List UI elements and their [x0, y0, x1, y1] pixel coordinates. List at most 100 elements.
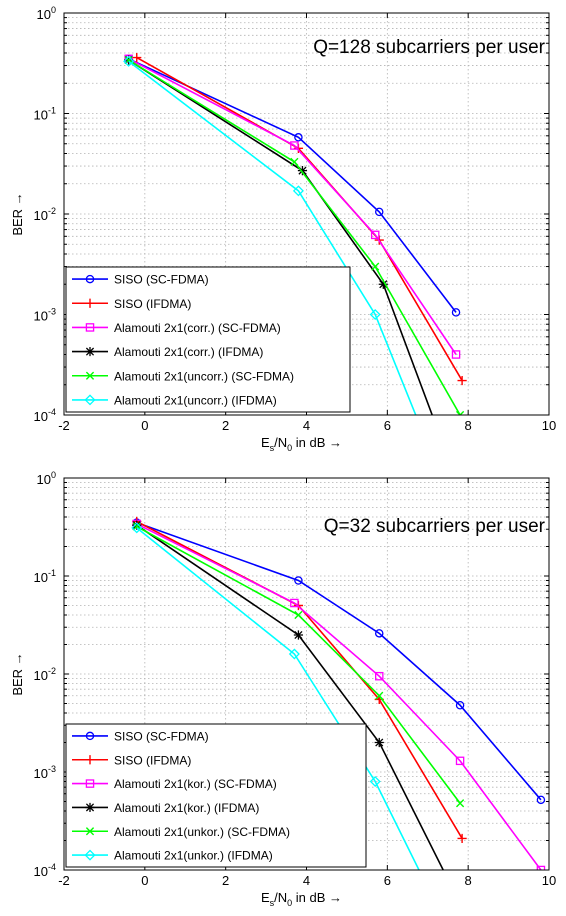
y-tick-label: 10-3 [34, 307, 56, 324]
y-tick-base: 10 [37, 7, 51, 22]
data-point [292, 185, 304, 197]
legend-marker [85, 371, 95, 380]
series-line-6 [136, 527, 420, 870]
y-axis-label: BER → [10, 652, 25, 695]
series-line-6 [128, 60, 417, 415]
axes-box [63, 477, 550, 871]
x-tick-label: -2 [58, 873, 70, 888]
y-tick-label: 100 [37, 470, 56, 487]
data-point [131, 522, 143, 534]
data-point [369, 308, 381, 321]
data-point [293, 630, 304, 640]
legend-label: Alamouti 2x1(unkor.) (IFDMA) [114, 849, 273, 863]
data-point [378, 279, 388, 289]
y-tick-exponent: -2 [48, 666, 56, 676]
x-axis-label-part: in dB → [292, 890, 342, 905]
y-tick-base: 10 [34, 570, 48, 585]
data-point [371, 262, 380, 271]
legend-label: Alamouti 2x1(uncorr.) (IFDMA) [114, 393, 277, 407]
x-axis-label-part: s [270, 898, 275, 908]
y-axis-label: BER → [10, 192, 25, 235]
legend-box [65, 723, 367, 868]
legend-label: Alamouti 2x1(corr.) (IFDMA) [114, 345, 263, 359]
y-tick-label: 10-1 [34, 106, 56, 123]
series-line-2 [136, 520, 463, 839]
x-tick-label: 0 [141, 418, 148, 433]
data-point [536, 795, 546, 805]
y-tick-exponent: 0 [51, 470, 56, 480]
y-tick-label: 10-2 [34, 666, 56, 683]
x-axis-label-part: /N [274, 435, 287, 450]
x-axis-label-part: 0 [287, 443, 292, 453]
data-point [132, 52, 142, 63]
x-axis-label-part: in dB → [292, 435, 342, 450]
series-line-4 [128, 59, 434, 415]
legend-marker [85, 779, 95, 788]
data-point [374, 629, 384, 638]
legend-box [65, 266, 351, 413]
data-point [375, 691, 384, 700]
x-axis-label-part: /N [274, 890, 287, 905]
legend-label: SISO (SC-FDMA) [114, 729, 209, 743]
y-tick-exponent: -1 [48, 106, 56, 116]
legend-label: SISO (IFDMA) [114, 753, 191, 767]
legend-marker [85, 323, 95, 332]
series-line-1 [136, 521, 542, 801]
legend-label: SISO (IFDMA) [114, 297, 191, 311]
legend-marker [85, 755, 95, 765]
data-point [457, 375, 467, 386]
y-tick-label: 100 [37, 5, 56, 22]
series-line-3 [136, 523, 542, 870]
y-tick-base: 10 [34, 766, 48, 781]
annotation-text: Q=128 subcarriers per user [313, 37, 545, 58]
series-line-4 [136, 524, 445, 870]
x-axis-label-part: 0 [287, 898, 292, 908]
y-tick-exponent: -1 [48, 568, 56, 578]
y-tick-label: 10-3 [34, 764, 56, 781]
legend-label: Alamouti 2x1(unkor.) (SC-FDMA) [114, 825, 290, 839]
y-tick-label: 10-2 [34, 206, 56, 223]
x-tick-label: 8 [465, 418, 472, 433]
legend-marker [85, 298, 95, 308]
x-tick-label: 2 [222, 873, 229, 888]
data-point [374, 671, 384, 681]
y-tick-base: 10 [34, 108, 48, 123]
series-line-5 [136, 525, 461, 804]
data-point [374, 207, 384, 217]
data-point [457, 833, 467, 844]
x-tick-label: 4 [303, 418, 310, 433]
data-point [374, 737, 384, 748]
x-tick-label: 2 [222, 418, 229, 433]
y-tick-exponent: -3 [48, 307, 56, 317]
x-tick-label: 8 [465, 873, 472, 888]
data-point [370, 230, 380, 240]
x-axis-label-part: E [261, 435, 270, 450]
x-tick-label: 4 [303, 873, 310, 888]
data-point [290, 141, 299, 150]
y-tick-label: 10-1 [34, 568, 56, 585]
x-tick-label: 0 [141, 873, 148, 888]
x-tick-label: 10 [542, 418, 556, 433]
legend-label: Alamouti 2x1(kor.) (SC-FDMA) [114, 777, 277, 791]
data-point [290, 598, 299, 608]
legend-marker [84, 394, 96, 406]
series-line-5 [128, 59, 461, 415]
data-point [290, 157, 299, 166]
series-group [131, 516, 546, 870]
data-point [455, 410, 465, 415]
grid [64, 13, 549, 415]
legend-label: Alamouti 2x1(corr.) (SC-FDMA) [114, 321, 281, 335]
y-tick-exponent: -4 [48, 407, 56, 417]
y-tick-exponent: -4 [48, 862, 56, 872]
legend-label: Alamouti 2x1(uncorr.) (SC-FDMA) [114, 369, 294, 383]
legend-marker [84, 849, 96, 861]
series-line-3 [128, 58, 457, 355]
legend-marker [85, 274, 95, 284]
x-tick-label: 6 [384, 418, 391, 433]
y-tick-label: 10-4 [34, 862, 56, 879]
x-axis-label-part: E [261, 890, 270, 905]
y-tick-base: 10 [34, 668, 48, 683]
series-line-1 [128, 58, 457, 313]
